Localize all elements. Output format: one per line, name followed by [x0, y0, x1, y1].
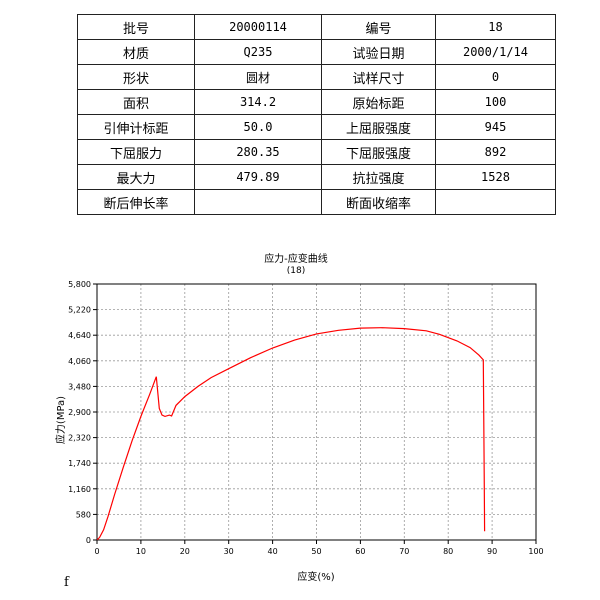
stress-strain-chart: 应力-应变曲线 (18) 0 10 20 30 40 50 60 70 80 90 100 0 580… — [54, 252, 544, 583]
table-value-cell: 2000/1/14 — [435, 39, 556, 65]
x-tick-label: 20 — [180, 547, 190, 556]
x-tick-label: 90 — [487, 547, 497, 556]
table-label-cell: 形状 — [77, 64, 195, 90]
table-value-cell: 280.35 — [194, 139, 322, 165]
table-value-cell: 314.2 — [194, 89, 322, 115]
table-row: 面积 314.2 原始标距 100 — [77, 89, 556, 115]
table-value-cell: 100 — [435, 89, 556, 115]
table-label-cell: 试验日期 — [321, 39, 436, 65]
stray-mark: f — [64, 575, 69, 590]
x-tick-label: 30 — [224, 547, 234, 556]
table-value-cell: Q235 — [194, 39, 322, 65]
table-label-cell: 下屈服力 — [77, 139, 195, 165]
table-label-cell: 原始标距 — [321, 89, 436, 115]
y-tick-label: 1,740 — [68, 459, 91, 468]
table-value-cell — [435, 189, 556, 215]
x-tick-label: 70 — [399, 547, 409, 556]
y-tick-label: 5,800 — [68, 280, 91, 289]
table-row: 引伸计标距 50.0 上屈服强度 945 — [77, 114, 556, 140]
table-label-cell: 断面收缩率 — [321, 189, 436, 215]
table-value-cell: 945 — [435, 114, 556, 140]
table-label-cell: 批号 — [77, 14, 195, 40]
table-row: 最大力 479.89 抗拉强度 1528 — [77, 164, 556, 190]
table-value-cell: 1528 — [435, 164, 556, 190]
x-axis-ticks: 0 10 20 30 40 50 60 70 80 90 100 — [94, 540, 544, 556]
x-axis-label: 应变(%) — [297, 570, 334, 583]
y-tick-label: 4,060 — [68, 357, 91, 366]
y-axis-ticks: 0 580 1,160 1,740 2,320 2,900 3,480 4,060 4,640 5… — [68, 280, 97, 545]
chart-title: 应力-应变曲线 — [264, 252, 328, 265]
y-axis-label: 应力(MPa) — [54, 396, 67, 444]
chart-subtitle: (18) — [287, 266, 305, 276]
table-value-cell: 479.89 — [194, 164, 322, 190]
y-tick-label: 2,900 — [68, 408, 91, 417]
table-value-cell: 20000114 — [194, 14, 322, 40]
stress-strain-line — [96, 327, 486, 541]
table-value-cell: 892 — [435, 139, 556, 165]
table-label-cell: 面积 — [77, 89, 195, 115]
y-tick-label: 3,480 — [68, 382, 91, 391]
x-tick-label: 80 — [443, 547, 453, 556]
x-tick-label: 0 — [94, 547, 99, 556]
y-tick-label: 2,320 — [68, 434, 91, 443]
x-tick-label: 60 — [355, 547, 365, 556]
table-row: 下屈服力 280.35 下屈服强度 892 — [77, 139, 556, 165]
test-info-table: 批号 20000114 编号 18 材质 Q235 试验日期 2000/1/14 形状 圆材 试样尺… — [77, 14, 556, 215]
x-tick-label: 40 — [268, 547, 278, 556]
chart-grid — [97, 284, 536, 540]
table-row: 断后伸长率 断面收缩率 — [77, 189, 556, 215]
table-row: 形状 圆材 试样尺寸 0 — [77, 64, 556, 90]
table-value-cell: 50.0 — [194, 114, 322, 140]
table-value-cell: 18 — [435, 14, 556, 40]
y-tick-label: 0 — [86, 536, 91, 545]
table-label-cell: 断后伸长率 — [77, 189, 195, 215]
y-tick-label: 580 — [76, 510, 91, 519]
table-label-cell: 试样尺寸 — [321, 64, 436, 90]
table-row: 批号 20000114 编号 18 — [77, 14, 556, 40]
y-tick-label: 1,160 — [68, 485, 91, 494]
table-label-cell: 下屈服强度 — [321, 139, 436, 165]
table-label-cell: 最大力 — [77, 164, 195, 190]
table-value-cell — [194, 189, 322, 215]
x-tick-label: 50 — [311, 547, 321, 556]
table-label-cell: 上屈服强度 — [321, 114, 436, 140]
y-tick-label: 5,220 — [68, 306, 91, 315]
table-value-cell: 圆材 — [194, 64, 322, 90]
table-label-cell: 抗拉强度 — [321, 164, 436, 190]
table-label-cell: 引伸计标距 — [77, 114, 195, 140]
table-value-cell: 0 — [435, 64, 556, 90]
x-tick-label: 100 — [528, 547, 543, 556]
y-tick-label: 4,640 — [68, 331, 91, 340]
table-row: 材质 Q235 试验日期 2000/1/14 — [77, 39, 556, 65]
x-tick-label: 10 — [136, 547, 146, 556]
table-label-cell: 编号 — [321, 14, 436, 40]
table-label-cell: 材质 — [77, 39, 195, 65]
